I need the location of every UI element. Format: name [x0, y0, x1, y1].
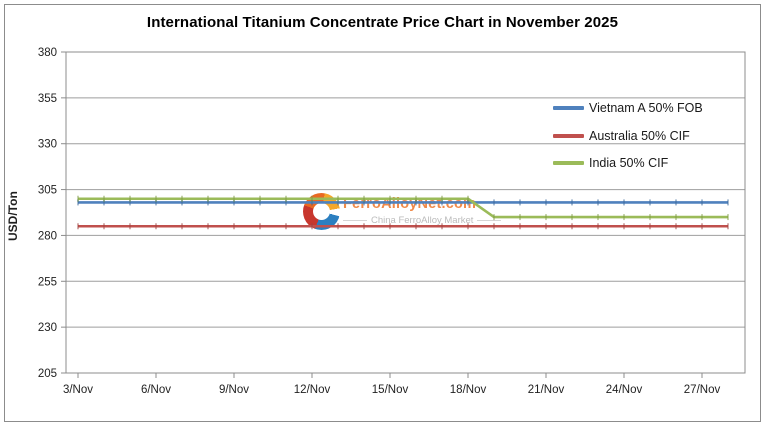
- svg-text:305: 305: [38, 185, 57, 197]
- legend: Vietnam A 50% FOB Australia 50% CIF Indi…: [553, 98, 703, 173]
- svg-text:230: 230: [38, 322, 57, 334]
- svg-text:15/Nov: 15/Nov: [372, 384, 409, 396]
- legend-item-vietnam: Vietnam A 50% FOB: [553, 98, 703, 118]
- chart-outer-border: [4, 4, 761, 422]
- legend-marker-india: [553, 161, 584, 165]
- svg-text:21/Nov: 21/Nov: [528, 384, 565, 396]
- legend-label-india: India 50% CIF: [589, 156, 669, 170]
- watermark-tagline: China FerroAlloy Market: [371, 215, 474, 226]
- svg-text:24/Nov: 24/Nov: [606, 384, 643, 396]
- svg-text:18/Nov: 18/Nov: [450, 384, 487, 396]
- svg-text:3/Nov: 3/Nov: [63, 384, 93, 396]
- legend-label-australia: Australia 50% CIF: [589, 128, 690, 143]
- legend-item-australia: Australia 50% CIF: [553, 126, 703, 146]
- svg-text:6/Nov: 6/Nov: [141, 384, 171, 396]
- tagline-dash-right: [477, 220, 502, 221]
- legend-label-vietnam: Vietnam A 50% FOB: [589, 101, 703, 115]
- svg-text:12/Nov: 12/Nov: [294, 384, 331, 396]
- svg-text:355: 355: [38, 93, 57, 105]
- legend-marker-australia: [553, 133, 584, 138]
- svg-text:255: 255: [38, 276, 57, 288]
- svg-text:380: 380: [38, 47, 57, 59]
- svg-text:205: 205: [38, 368, 57, 380]
- watermark-brand: FerroAlloyNet.com: [343, 196, 477, 212]
- watermark-tagline-row: China FerroAlloy Market: [343, 215, 502, 226]
- svg-text:280: 280: [38, 230, 57, 242]
- svg-text:330: 330: [38, 139, 57, 151]
- svg-text:27/Nov: 27/Nov: [684, 384, 721, 396]
- chart-title: International Titanium Concentrate Price…: [146, 14, 619, 31]
- legend-item-india: India 50% CIF: [553, 153, 703, 173]
- legend-marker-vietnam: [553, 106, 584, 110]
- svg-text:9/Nov: 9/Nov: [219, 384, 249, 396]
- tagline-dash-left: [343, 220, 367, 221]
- watermark-text: FerroAlloyNet.com China FerroAlloy Marke…: [343, 193, 502, 226]
